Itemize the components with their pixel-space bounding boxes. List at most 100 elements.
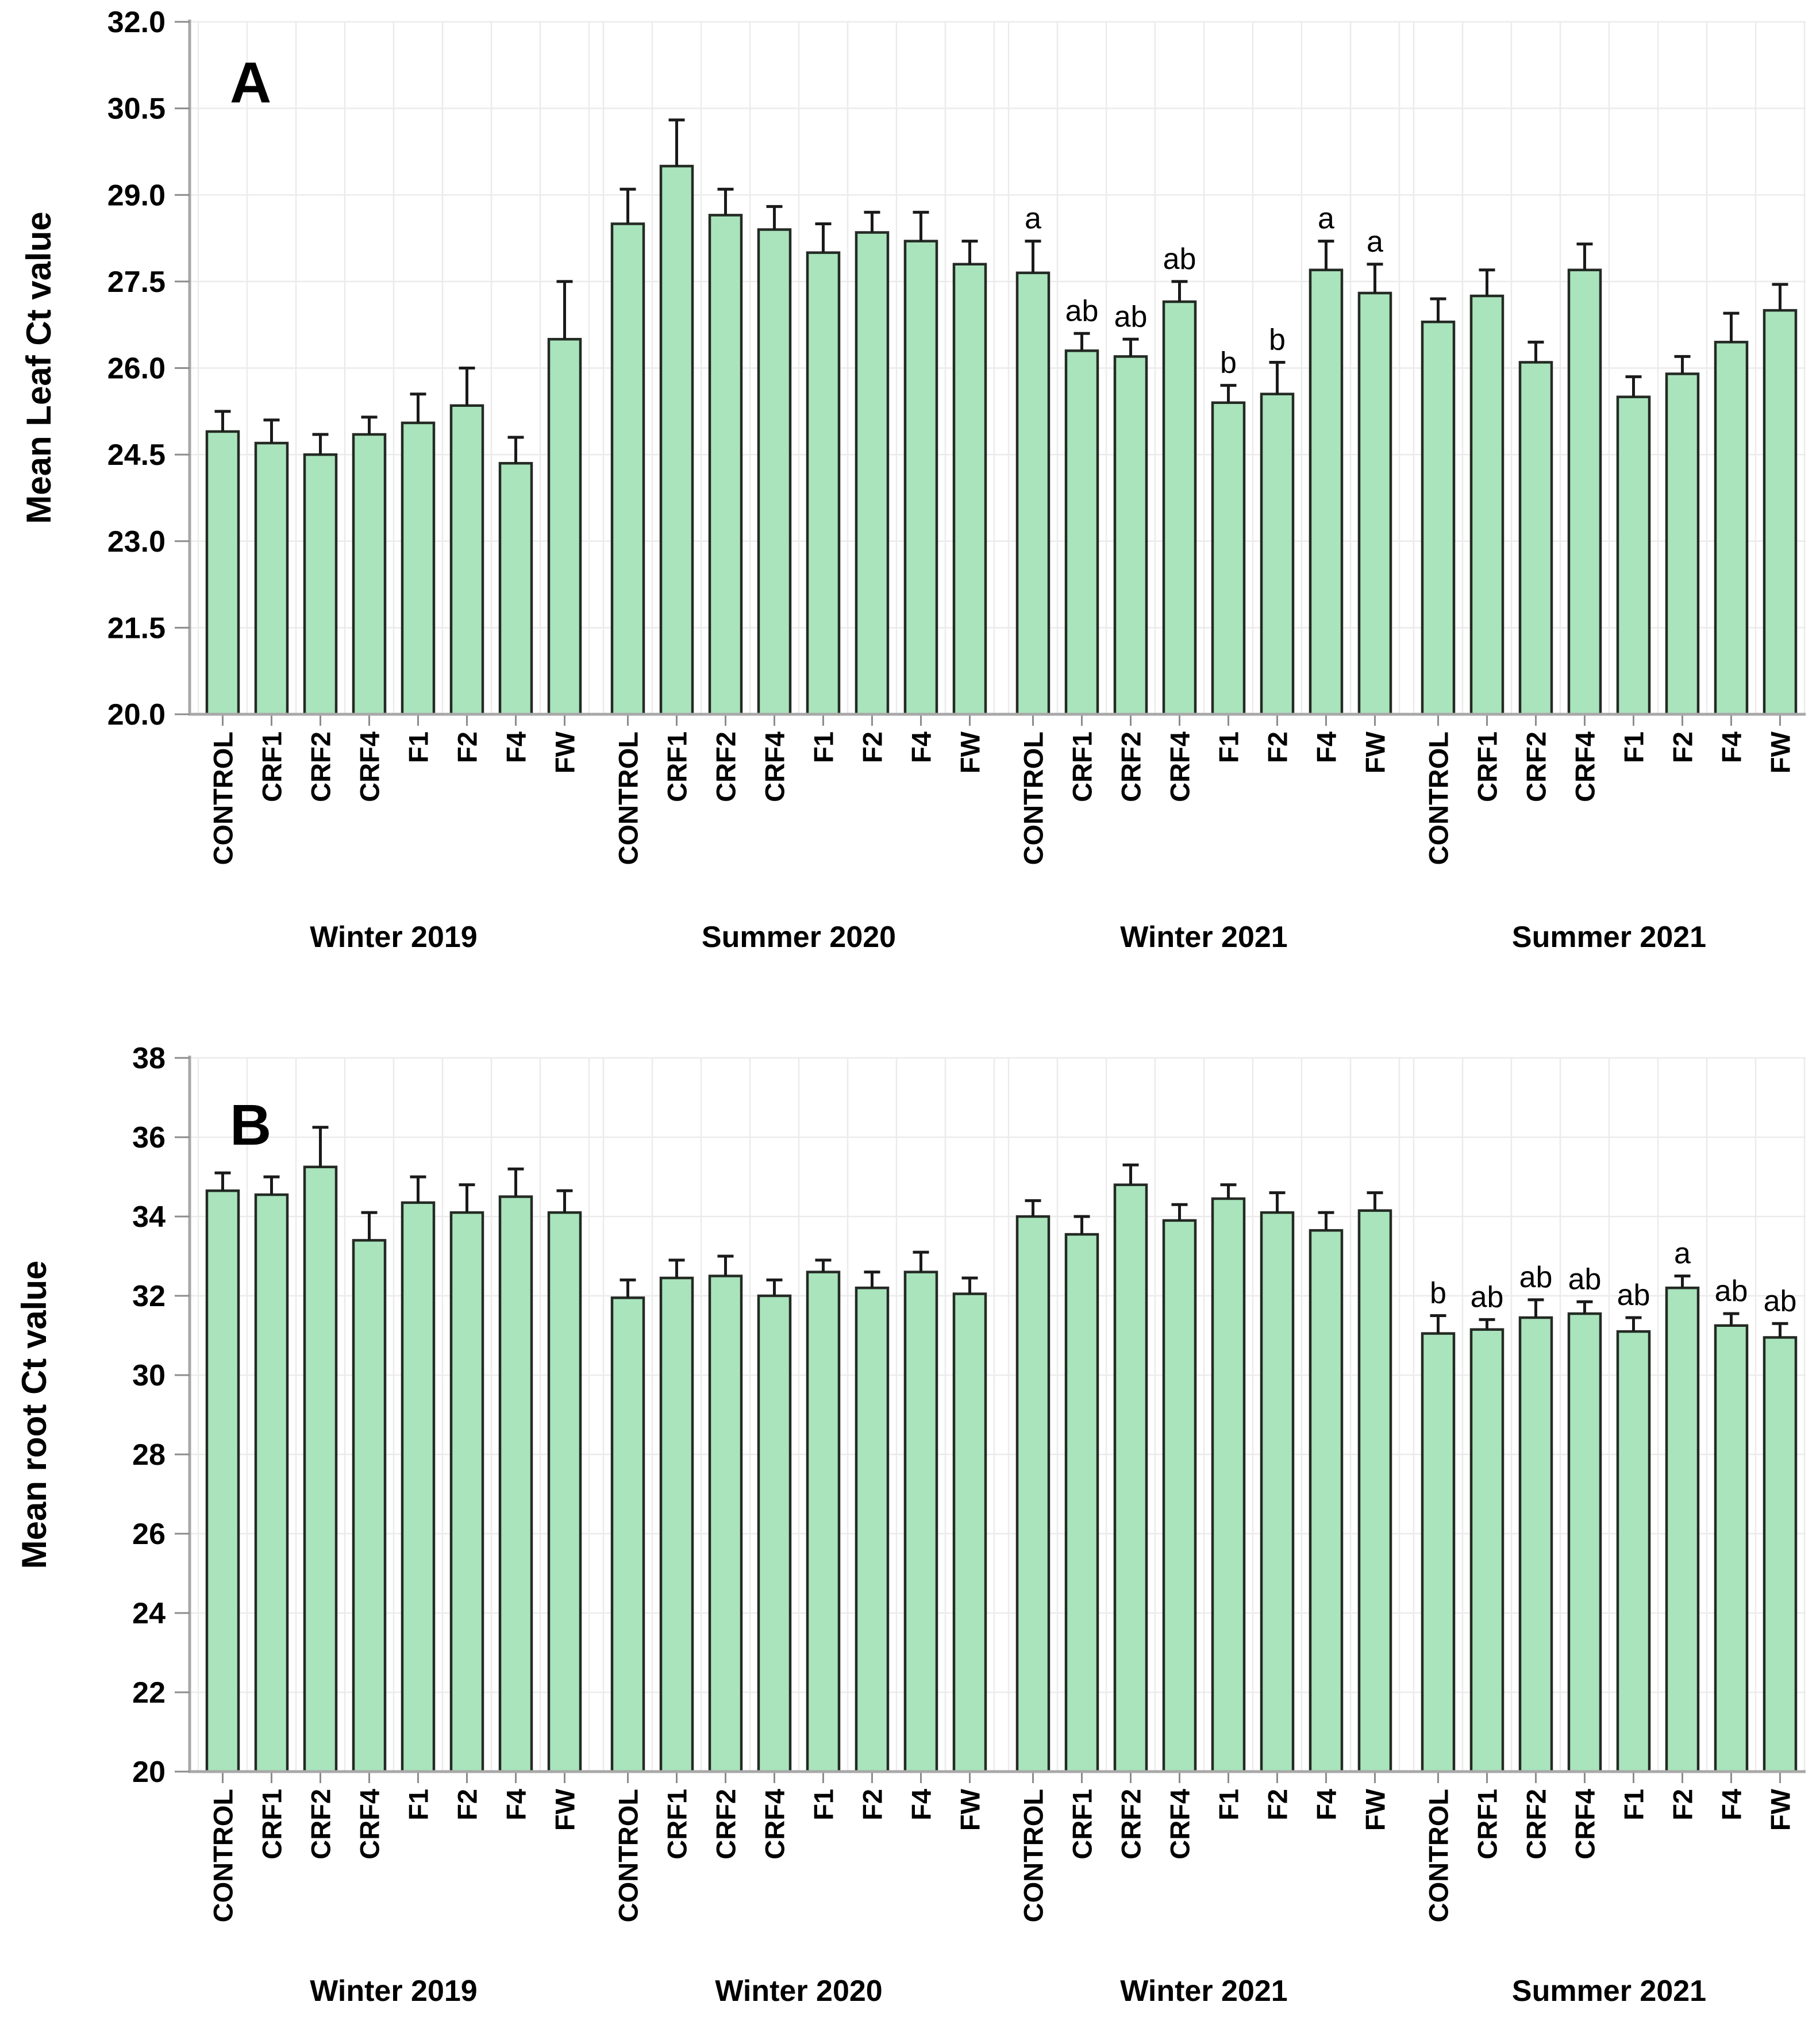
x-tick-label: CRF2 [711,1789,741,1860]
bar-F1 [806,1271,841,1773]
x-tick-label: CRF4 [760,1789,790,1860]
bar-FW [1357,291,1392,716]
panel-letter: A [230,51,271,115]
bar-CONTROL [205,430,240,716]
x-tick-label: FW [1360,731,1391,773]
group-label: Winter 2021 [1120,921,1287,954]
y-tick-label: 26.0 [107,352,166,386]
y-axis-title: Mean Leaf Ct value [20,211,58,524]
x-tick-label: F4 [1311,1789,1342,1820]
bar-CRF4 [757,228,792,716]
bar-CONTROL [1015,271,1051,716]
y-tick-label: 23.0 [107,525,166,559]
x-tick-label: CRF4 [1165,732,1195,802]
x-tick-label: F4 [501,1789,532,1820]
bar-F4 [1309,268,1344,716]
x-tick-label: F4 [906,732,937,763]
x-tick-label: CRF4 [760,732,790,802]
significance-letter: a [1674,1237,1691,1271]
x-tick-label: FW [1360,1788,1391,1831]
bar-F1 [806,251,841,716]
x-tick-label: CRF1 [1067,1789,1098,1860]
x-tick-label: CRF2 [1116,732,1146,802]
x-tick-label: CRF4 [355,732,385,802]
bar-F4 [1309,1229,1344,1773]
significance-letter: a [1318,202,1334,236]
significance-letter: ab [1568,1262,1602,1296]
x-tick-label: F1 [1619,732,1649,763]
y-tick-label: 30.5 [107,93,166,126]
significance-letter: a [1025,202,1041,236]
x-tick-label: F4 [1311,732,1342,763]
bar-FW [1763,1336,1798,1773]
x-tick-label: F2 [452,1789,483,1820]
group-summer-2020: CONTROL CRF1 CRF2 CRF4 F1 F2 F4 FW Summer 2020 [610,118,987,954]
x-tick-label: CRF2 [1116,1789,1146,1860]
significance-letter: ab [1114,300,1148,333]
significance-letter: b [1269,323,1286,356]
bar-CONTROL [610,222,645,716]
x-tick-label: CONTROL [613,732,644,865]
bar-CRF2 [1518,361,1553,716]
bar-F4 [498,1195,533,1773]
bar-CRF4 [1162,300,1197,716]
x-tick-label: F2 [452,732,483,763]
x-tick-label: CONTROL [1423,732,1454,865]
x-tick-label: CRF2 [306,732,336,802]
bar-CRF2 [708,214,743,716]
x-tick-label: CRF2 [1521,732,1552,802]
bar-CRF2 [708,1275,743,1773]
x-tick-label: F1 [1214,1789,1244,1820]
group-label: Winter 2020 [715,1974,882,2008]
y-tick-label: 27.5 [107,265,166,299]
bar-CRF4 [352,1239,387,1773]
x-tick-label: CRF4 [1165,1789,1195,1860]
significance-letter: b [1220,347,1237,380]
y-tick-label: 24.5 [107,438,166,472]
bar-F1 [1616,1330,1651,1773]
x-tick-label: CONTROL [1423,1789,1454,1922]
panel-B: CONTROL CRF1 CRF2 CRF4 F1 F2 F4 FW Winter 2019 CO… [15,1042,1806,2008]
x-tick-label: F1 [403,1789,434,1820]
x-tick-label: CRF1 [257,732,287,802]
bar-CRF2 [1113,1183,1148,1773]
y-tick-label: 21.5 [107,611,166,645]
y-tick-label: 20 [132,1756,166,1789]
bar-F2 [1260,1211,1295,1773]
group-label: Summer 2021 [1512,1974,1706,2008]
bar-F4 [1714,1324,1749,1773]
group-winter-2021: CONTROL CRF1 CRF2 CRF4 F1 F2 F4 FW Winter 2021 [1015,1163,1392,2008]
x-tick-label: F2 [1263,1789,1293,1820]
x-tick-label: F1 [403,732,434,763]
group-summer-2021: b CONTROL ab CRF1 ab CRF2 ab CRF4 ab F1 a F2 ab F4 ab F… [1421,1237,1798,2008]
bar-F4 [903,1271,938,1773]
bar-F1 [401,421,436,716]
x-tick-label: FW [550,1788,580,1831]
bar-CRF2 [1518,1316,1553,1773]
x-tick-label: F4 [1717,732,1747,763]
bar-CONTROL [1421,320,1456,716]
bar-F1 [401,1201,436,1773]
group-label: Winter 2019 [310,1974,477,2008]
bar-FW [547,1211,582,1773]
x-tick-label: F1 [1214,732,1244,763]
x-tick-label: CRF2 [306,1789,336,1860]
bar-F4 [903,240,938,716]
significance-letter: ab [1715,1275,1748,1308]
bar-FW [952,1292,987,1773]
x-tick-label: CRF2 [711,732,741,802]
y-axis-title: Mean root Ct value [15,1261,53,1569]
bar-F2 [1665,1286,1700,1773]
bar-F2 [1260,392,1295,716]
significance-letter: a [1367,225,1383,259]
group-winter-2019: CONTROL CRF1 CRF2 CRF4 F1 F2 F4 FW Winter 2019 [205,1126,582,2008]
bar-CONTROL [610,1296,645,1773]
bar-F2 [1665,372,1700,716]
bar-CONTROL [1015,1215,1051,1773]
y-tick-label: 28 [132,1438,166,1472]
y-tick-label: 32 [132,1280,166,1313]
bar-CRF1 [254,441,289,716]
y-tick-label: 32.0 [107,6,166,39]
x-tick-label: CONTROL [1018,1789,1049,1922]
y-tick-label: 22 [132,1676,166,1710]
